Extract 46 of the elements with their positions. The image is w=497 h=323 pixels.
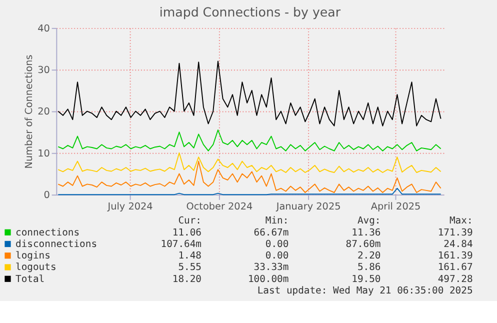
y-tick-label: 20	[38, 106, 50, 118]
text: 497.28	[438, 274, 473, 285]
text: 19.50	[352, 274, 381, 285]
y-tick-label: 40	[38, 23, 50, 34]
y-tick-label: 10	[38, 148, 50, 160]
text: 100.00m	[248, 274, 289, 285]
text: Last update: Wed May 21 06:35:00 2025	[257, 285, 473, 296]
x-tick-label: April 2025	[370, 202, 421, 213]
y-tick-label: 0	[44, 190, 50, 201]
text: 18.20	[172, 274, 202, 285]
text: 161.39	[438, 250, 473, 262]
y-axis-title: Number of Connections	[24, 54, 35, 169]
text: Avg:	[357, 216, 381, 227]
y-tick-label: 30	[38, 64, 50, 76]
text: Cur:	[178, 216, 202, 227]
legend-label: disconnections	[16, 238, 98, 250]
x-tick-label: January 2025	[275, 202, 341, 213]
text: 5.86	[357, 262, 381, 274]
legend-label: Total	[16, 274, 45, 285]
chart-title: imapd Connections - by year	[159, 4, 342, 20]
text: 5.55	[178, 262, 202, 274]
text: 33.33m	[254, 262, 289, 274]
text: 0.00	[265, 250, 289, 262]
legend-label: logouts	[16, 262, 56, 274]
x-tick-label: July 2024	[106, 202, 153, 213]
text: 171.39	[438, 227, 473, 238]
text: 24.84	[444, 238, 473, 250]
text: 87.60m	[346, 238, 381, 250]
x-tick-label: October 2024	[186, 202, 253, 213]
text: 11.06	[172, 227, 202, 238]
line-series	[58, 152, 442, 173]
text: 1.48	[178, 250, 202, 262]
line-series	[58, 60, 442, 126]
text: Max:	[449, 216, 473, 227]
text: 161.67	[438, 262, 473, 274]
text: 66.67m	[254, 227, 289, 238]
line-series	[58, 160, 442, 193]
legend-label: connections	[16, 227, 80, 238]
text: 2.20	[357, 250, 381, 262]
text: 107.64m	[160, 238, 202, 250]
line-series	[58, 188, 442, 196]
line-series	[58, 130, 442, 152]
legend-label: logins	[16, 250, 50, 262]
text: Min:	[265, 216, 289, 227]
text: 11.36	[352, 227, 381, 238]
text: 0.00	[265, 238, 289, 250]
